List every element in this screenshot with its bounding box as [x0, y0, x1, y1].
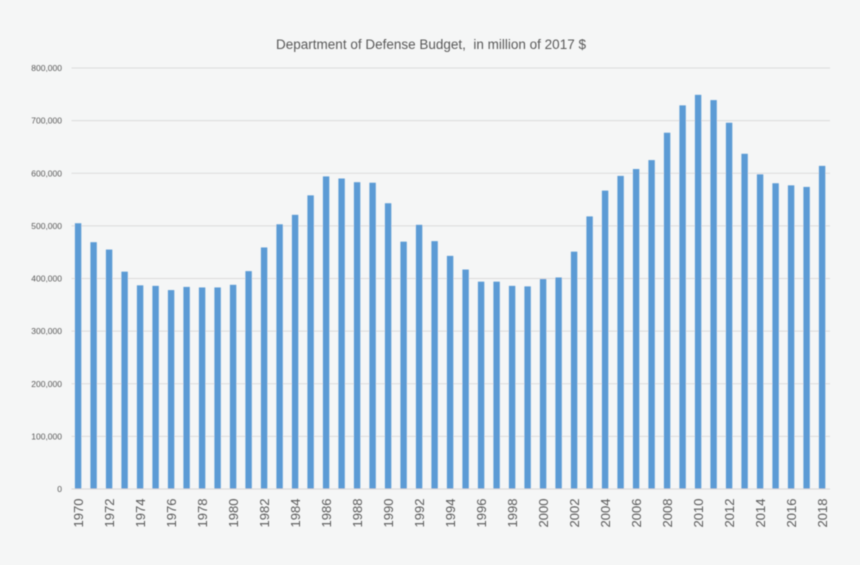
svg-text:2002: 2002: [567, 499, 582, 528]
svg-text:2004: 2004: [598, 499, 613, 528]
svg-text:2010: 2010: [691, 499, 706, 528]
svg-text:1982: 1982: [257, 499, 272, 528]
svg-text:700,000: 700,000: [31, 116, 62, 126]
svg-text:Department of Defense Budget,: Department of Defense Budget, in million…: [276, 37, 586, 52]
svg-text:1990: 1990: [381, 499, 396, 528]
svg-text:200,000: 200,000: [31, 379, 62, 389]
svg-text:1970: 1970: [71, 499, 86, 528]
svg-text:600,000: 600,000: [31, 168, 62, 178]
svg-text:1978: 1978: [195, 499, 210, 528]
svg-text:1976: 1976: [164, 499, 179, 528]
svg-text:2006: 2006: [629, 499, 644, 528]
svg-text:1984: 1984: [288, 499, 303, 528]
svg-text:800,000: 800,000: [31, 63, 62, 73]
svg-text:1992: 1992: [412, 499, 427, 528]
svg-text:1974: 1974: [133, 499, 148, 528]
svg-text:2018: 2018: [815, 499, 830, 528]
svg-text:2016: 2016: [784, 499, 799, 528]
svg-text:2012: 2012: [722, 499, 737, 528]
svg-text:2000: 2000: [536, 499, 551, 528]
svg-text:1980: 1980: [226, 499, 241, 528]
svg-text:1994: 1994: [443, 499, 458, 528]
svg-text:1972: 1972: [102, 499, 117, 528]
svg-text:500,000: 500,000: [31, 221, 62, 231]
svg-text:2008: 2008: [660, 499, 675, 528]
svg-text:1996: 1996: [474, 499, 489, 528]
svg-text:0: 0: [57, 484, 62, 494]
svg-text:1988: 1988: [350, 499, 365, 528]
svg-text:1986: 1986: [319, 499, 334, 528]
svg-text:1998: 1998: [505, 499, 520, 528]
svg-text:400,000: 400,000: [31, 274, 62, 284]
svg-text:300,000: 300,000: [31, 326, 62, 336]
svg-text:2014: 2014: [753, 499, 768, 528]
svg-text:100,000: 100,000: [31, 431, 62, 441]
